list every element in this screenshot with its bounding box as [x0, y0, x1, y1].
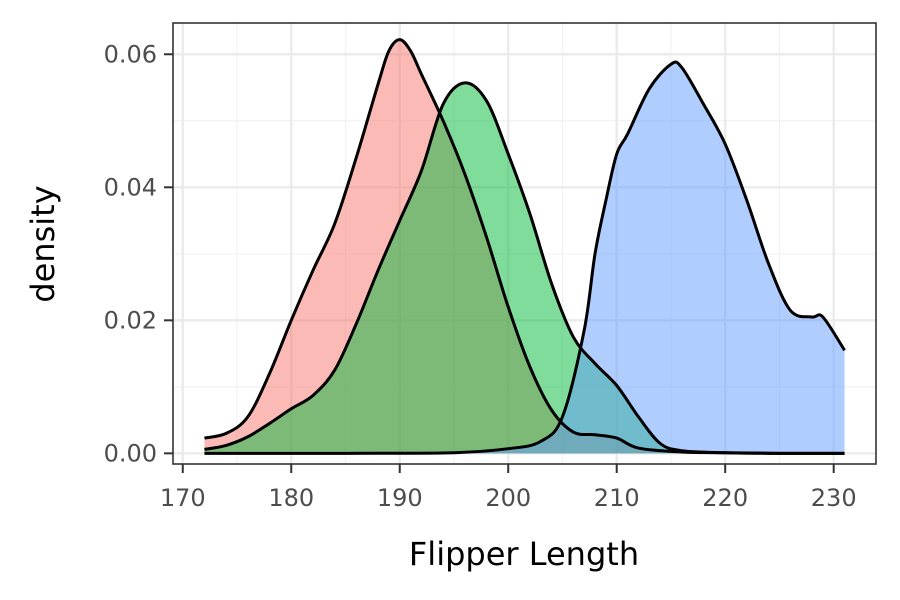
- y-axis-title: density: [24, 185, 62, 302]
- x-tick-label: 180: [268, 484, 314, 512]
- x-tick-label: 170: [160, 484, 206, 512]
- y-tick-label: 0.06: [104, 40, 157, 68]
- panel-border: [172, 22, 877, 465]
- x-axis-title: Flipper Length: [409, 535, 639, 573]
- density-area-2: [204, 82, 845, 454]
- x-tick-label: 230: [811, 484, 857, 512]
- x-tick-label: 210: [594, 484, 640, 512]
- y-tick-label: 0.02: [104, 306, 157, 334]
- density-line-2: [204, 81, 845, 455]
- x-tick-label: 190: [377, 484, 423, 512]
- density-line-1: [204, 38, 845, 455]
- density-areas: [204, 39, 845, 454]
- x-axis: 170 180 190 200 210 220 230: [160, 464, 857, 512]
- x-tick-label: 200: [485, 484, 531, 512]
- y-tick-label: 0.00: [104, 439, 157, 467]
- y-axis: 0.00 0.02 0.04 0.06: [104, 40, 173, 467]
- y-tick-label: 0.04: [104, 173, 157, 201]
- density-area-3: [204, 61, 845, 454]
- density-lines: [204, 38, 846, 455]
- density-line-3: [204, 60, 846, 455]
- x-tick-label: 220: [702, 484, 748, 512]
